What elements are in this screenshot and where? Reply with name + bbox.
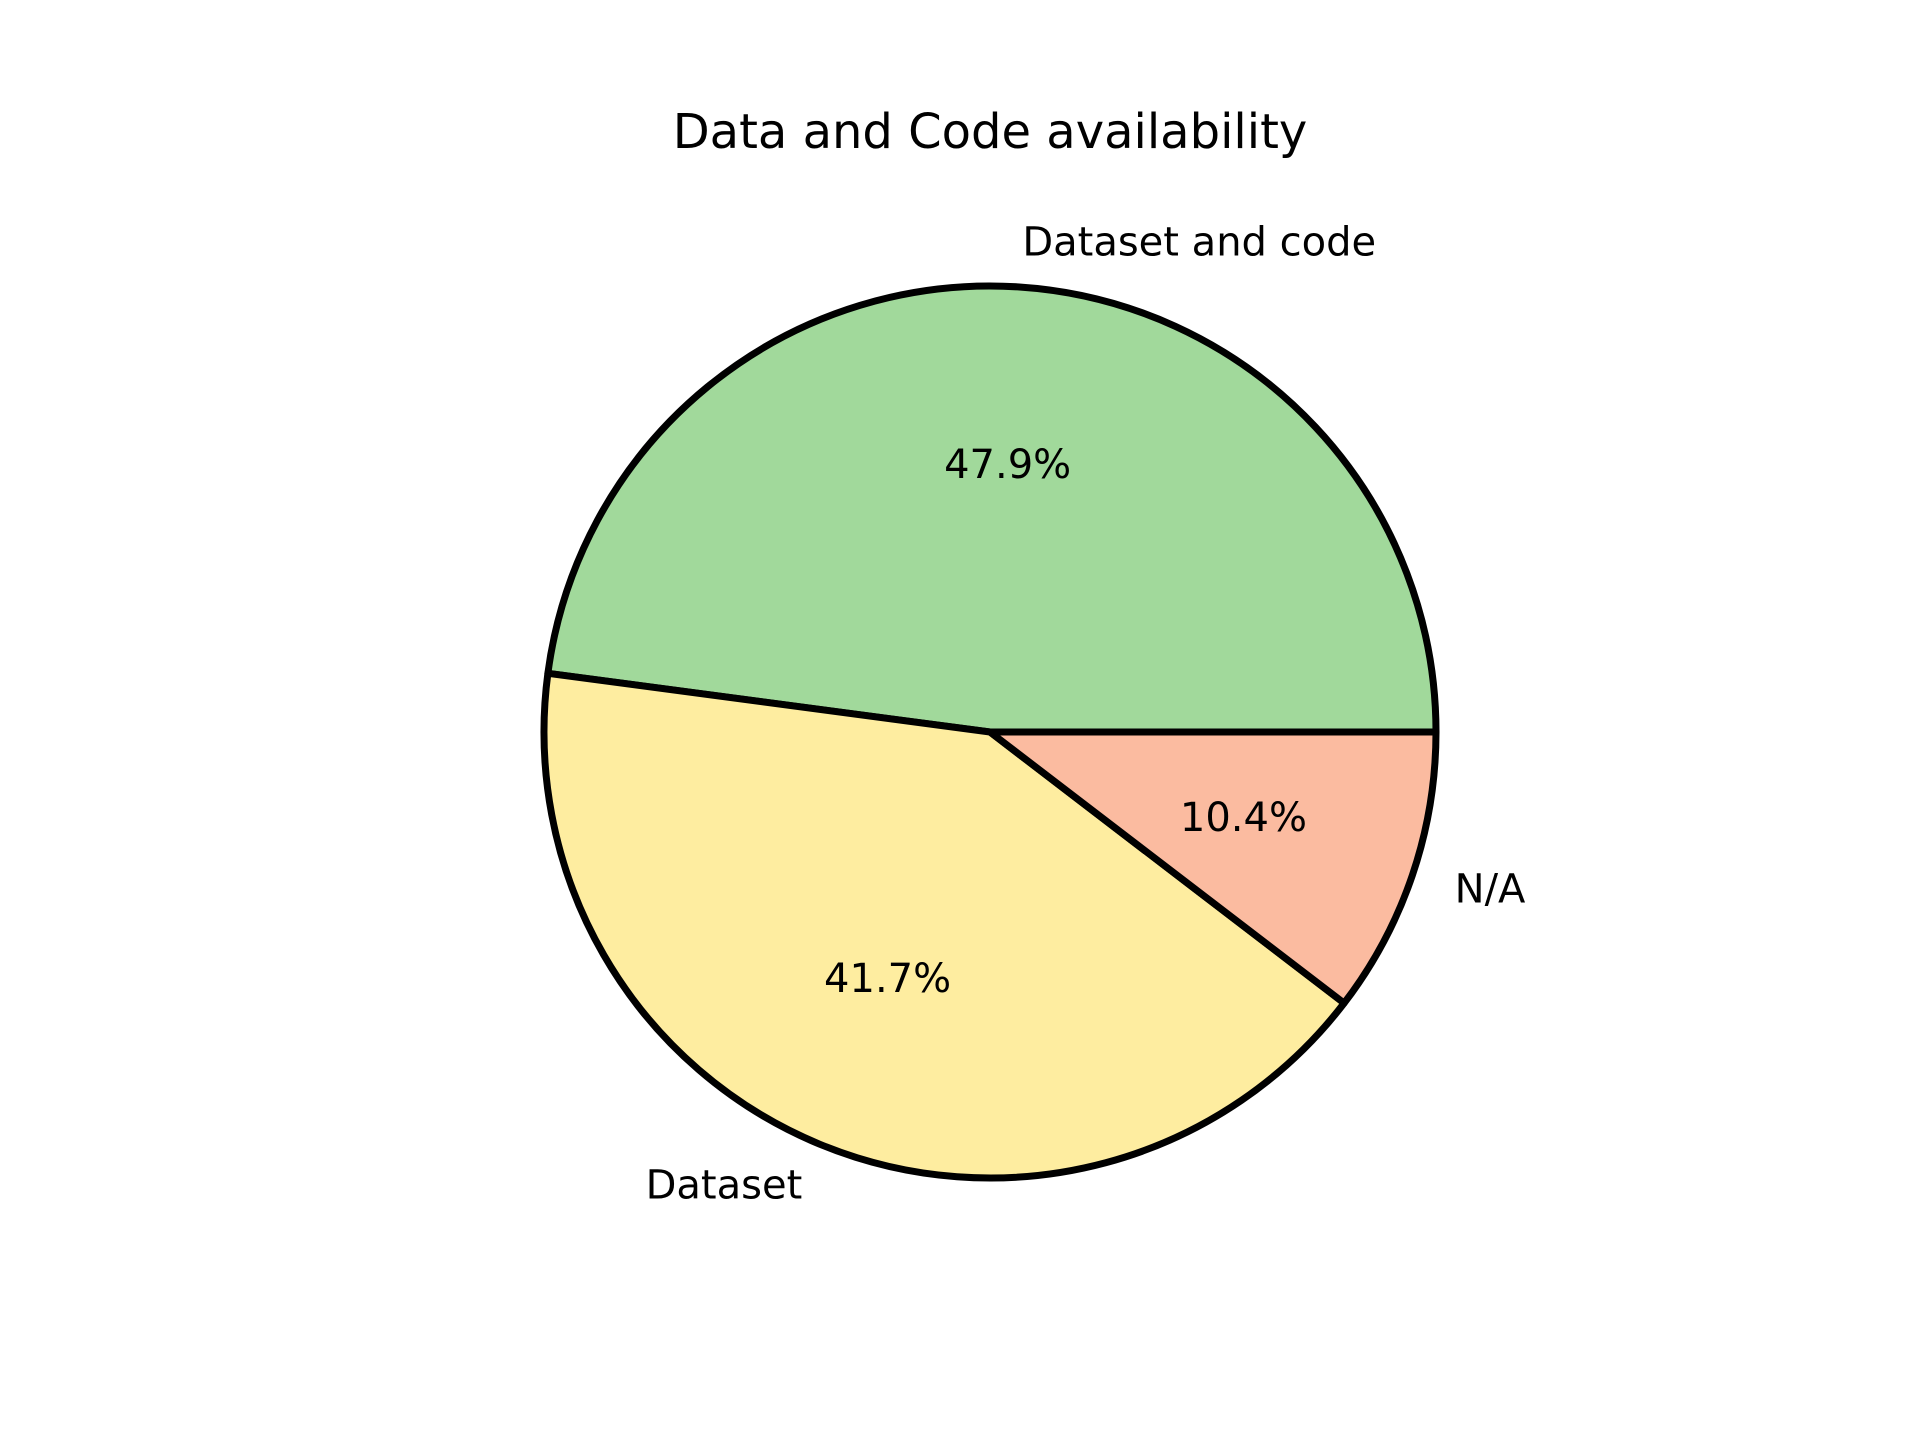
slice-label: Dataset bbox=[646, 1162, 803, 1208]
slice-label: N/A bbox=[1455, 866, 1526, 912]
slice-label: Dataset and code bbox=[1022, 219, 1376, 265]
pct-label: 10.4% bbox=[1180, 795, 1307, 841]
pie-slice-dataset-and-code bbox=[544, 282, 1440, 736]
pie-slice-n-a bbox=[986, 728, 1440, 1007]
pct-label: 47.9% bbox=[944, 442, 1071, 488]
chart-title: Data and Code availability bbox=[673, 104, 1308, 160]
pie-labels: 47.9% Dataset and code 41.7% Dataset 10.4% N/… bbox=[646, 219, 1526, 1208]
pie-slice-dataset bbox=[540, 669, 1348, 1182]
pie-slices bbox=[540, 282, 1440, 1182]
pct-label: 41.7% bbox=[824, 956, 951, 1002]
